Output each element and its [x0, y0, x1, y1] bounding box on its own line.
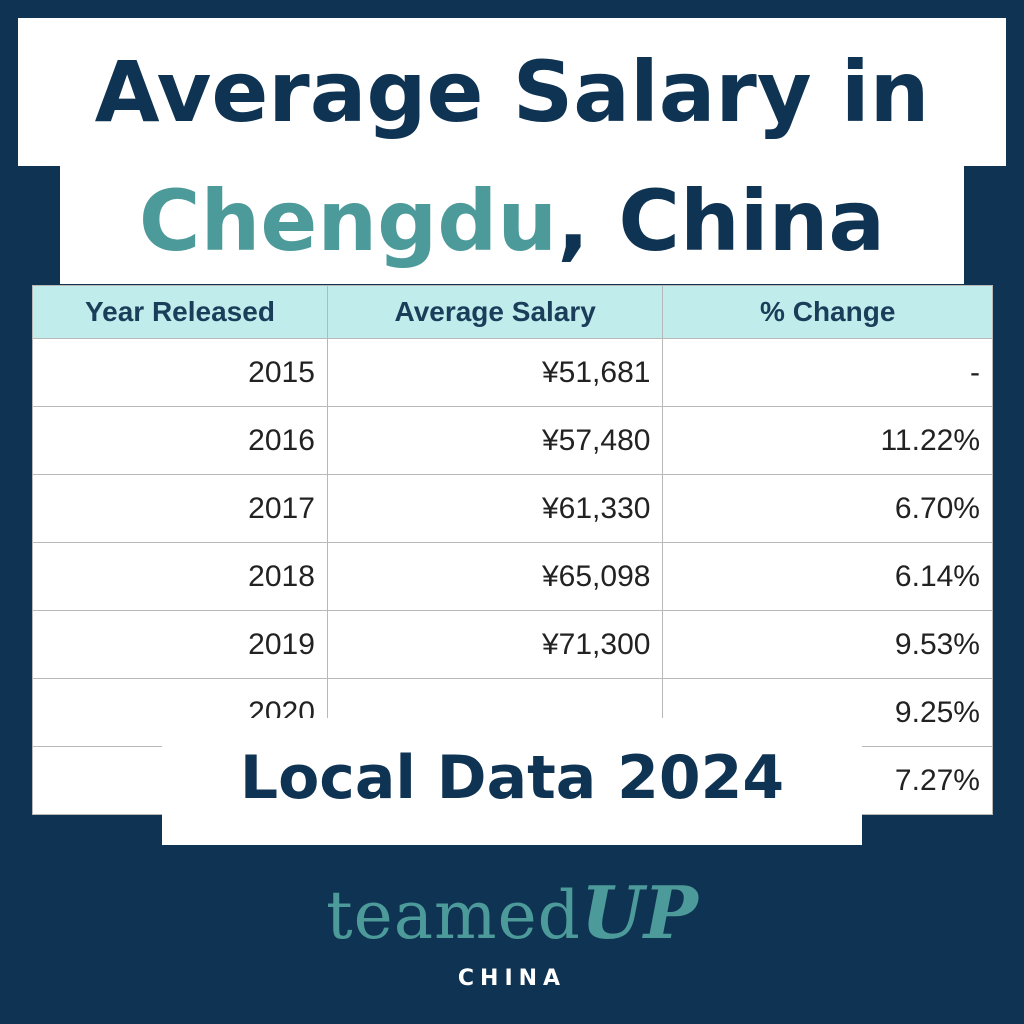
- logo-word: teamed: [326, 877, 581, 954]
- table-cell: 2019: [32, 610, 328, 679]
- title-line: Average Salary in: [94, 43, 930, 141]
- title-line: Chengdu, China: [60, 166, 964, 276]
- table-cell: ¥65,098: [326, 542, 664, 611]
- table-cell: 6.70%: [662, 474, 993, 543]
- header-row: Year Released Average Salary% Change: [32, 285, 993, 339]
- table-cell: -: [662, 338, 993, 407]
- title-box: Chengdu, China: [60, 166, 964, 284]
- table-cell: ¥51,681: [326, 338, 664, 407]
- header-cell: % Change: [662, 285, 993, 339]
- banner: Local Data 2024: [239, 743, 785, 813]
- banner-box: Local Data 2024: [162, 718, 862, 845]
- table-cell: ¥71,300: [326, 610, 664, 679]
- logo-sub: CHINA: [457, 966, 567, 991]
- table-cell: 2018: [32, 542, 328, 611]
- table-row: 2019 ¥71,300 9.53%: [32, 610, 993, 679]
- title-box: Average Salary in: [18, 18, 1006, 166]
- title-rest: , China: [557, 172, 886, 270]
- table-row: 2015 ¥51,681-: [32, 338, 993, 407]
- table-row: 2016 ¥57,480 11.22%: [32, 406, 993, 475]
- table-cell: 9.53%: [662, 610, 993, 679]
- table-cell: 6.14%: [662, 542, 993, 611]
- table-cell: ¥57,480: [326, 406, 664, 475]
- table-cell: 2017: [32, 474, 328, 543]
- table-cell: 2016: [32, 406, 328, 475]
- table-row: 2017 ¥61,330 6.70%: [32, 474, 993, 543]
- table-cell: 11.22%: [662, 406, 993, 475]
- header-cell: Average Salary: [326, 285, 664, 339]
- table-cell: 2015: [32, 338, 328, 407]
- table-cell: ¥61,330: [326, 474, 664, 543]
- city: Chengdu: [138, 172, 558, 270]
- logo: teamedUP: [0, 870, 1024, 955]
- logo-word: UP: [580, 870, 698, 955]
- table-row: 2018 ¥65,098 6.14%: [32, 542, 993, 611]
- header-cell: Year Released: [32, 285, 328, 339]
